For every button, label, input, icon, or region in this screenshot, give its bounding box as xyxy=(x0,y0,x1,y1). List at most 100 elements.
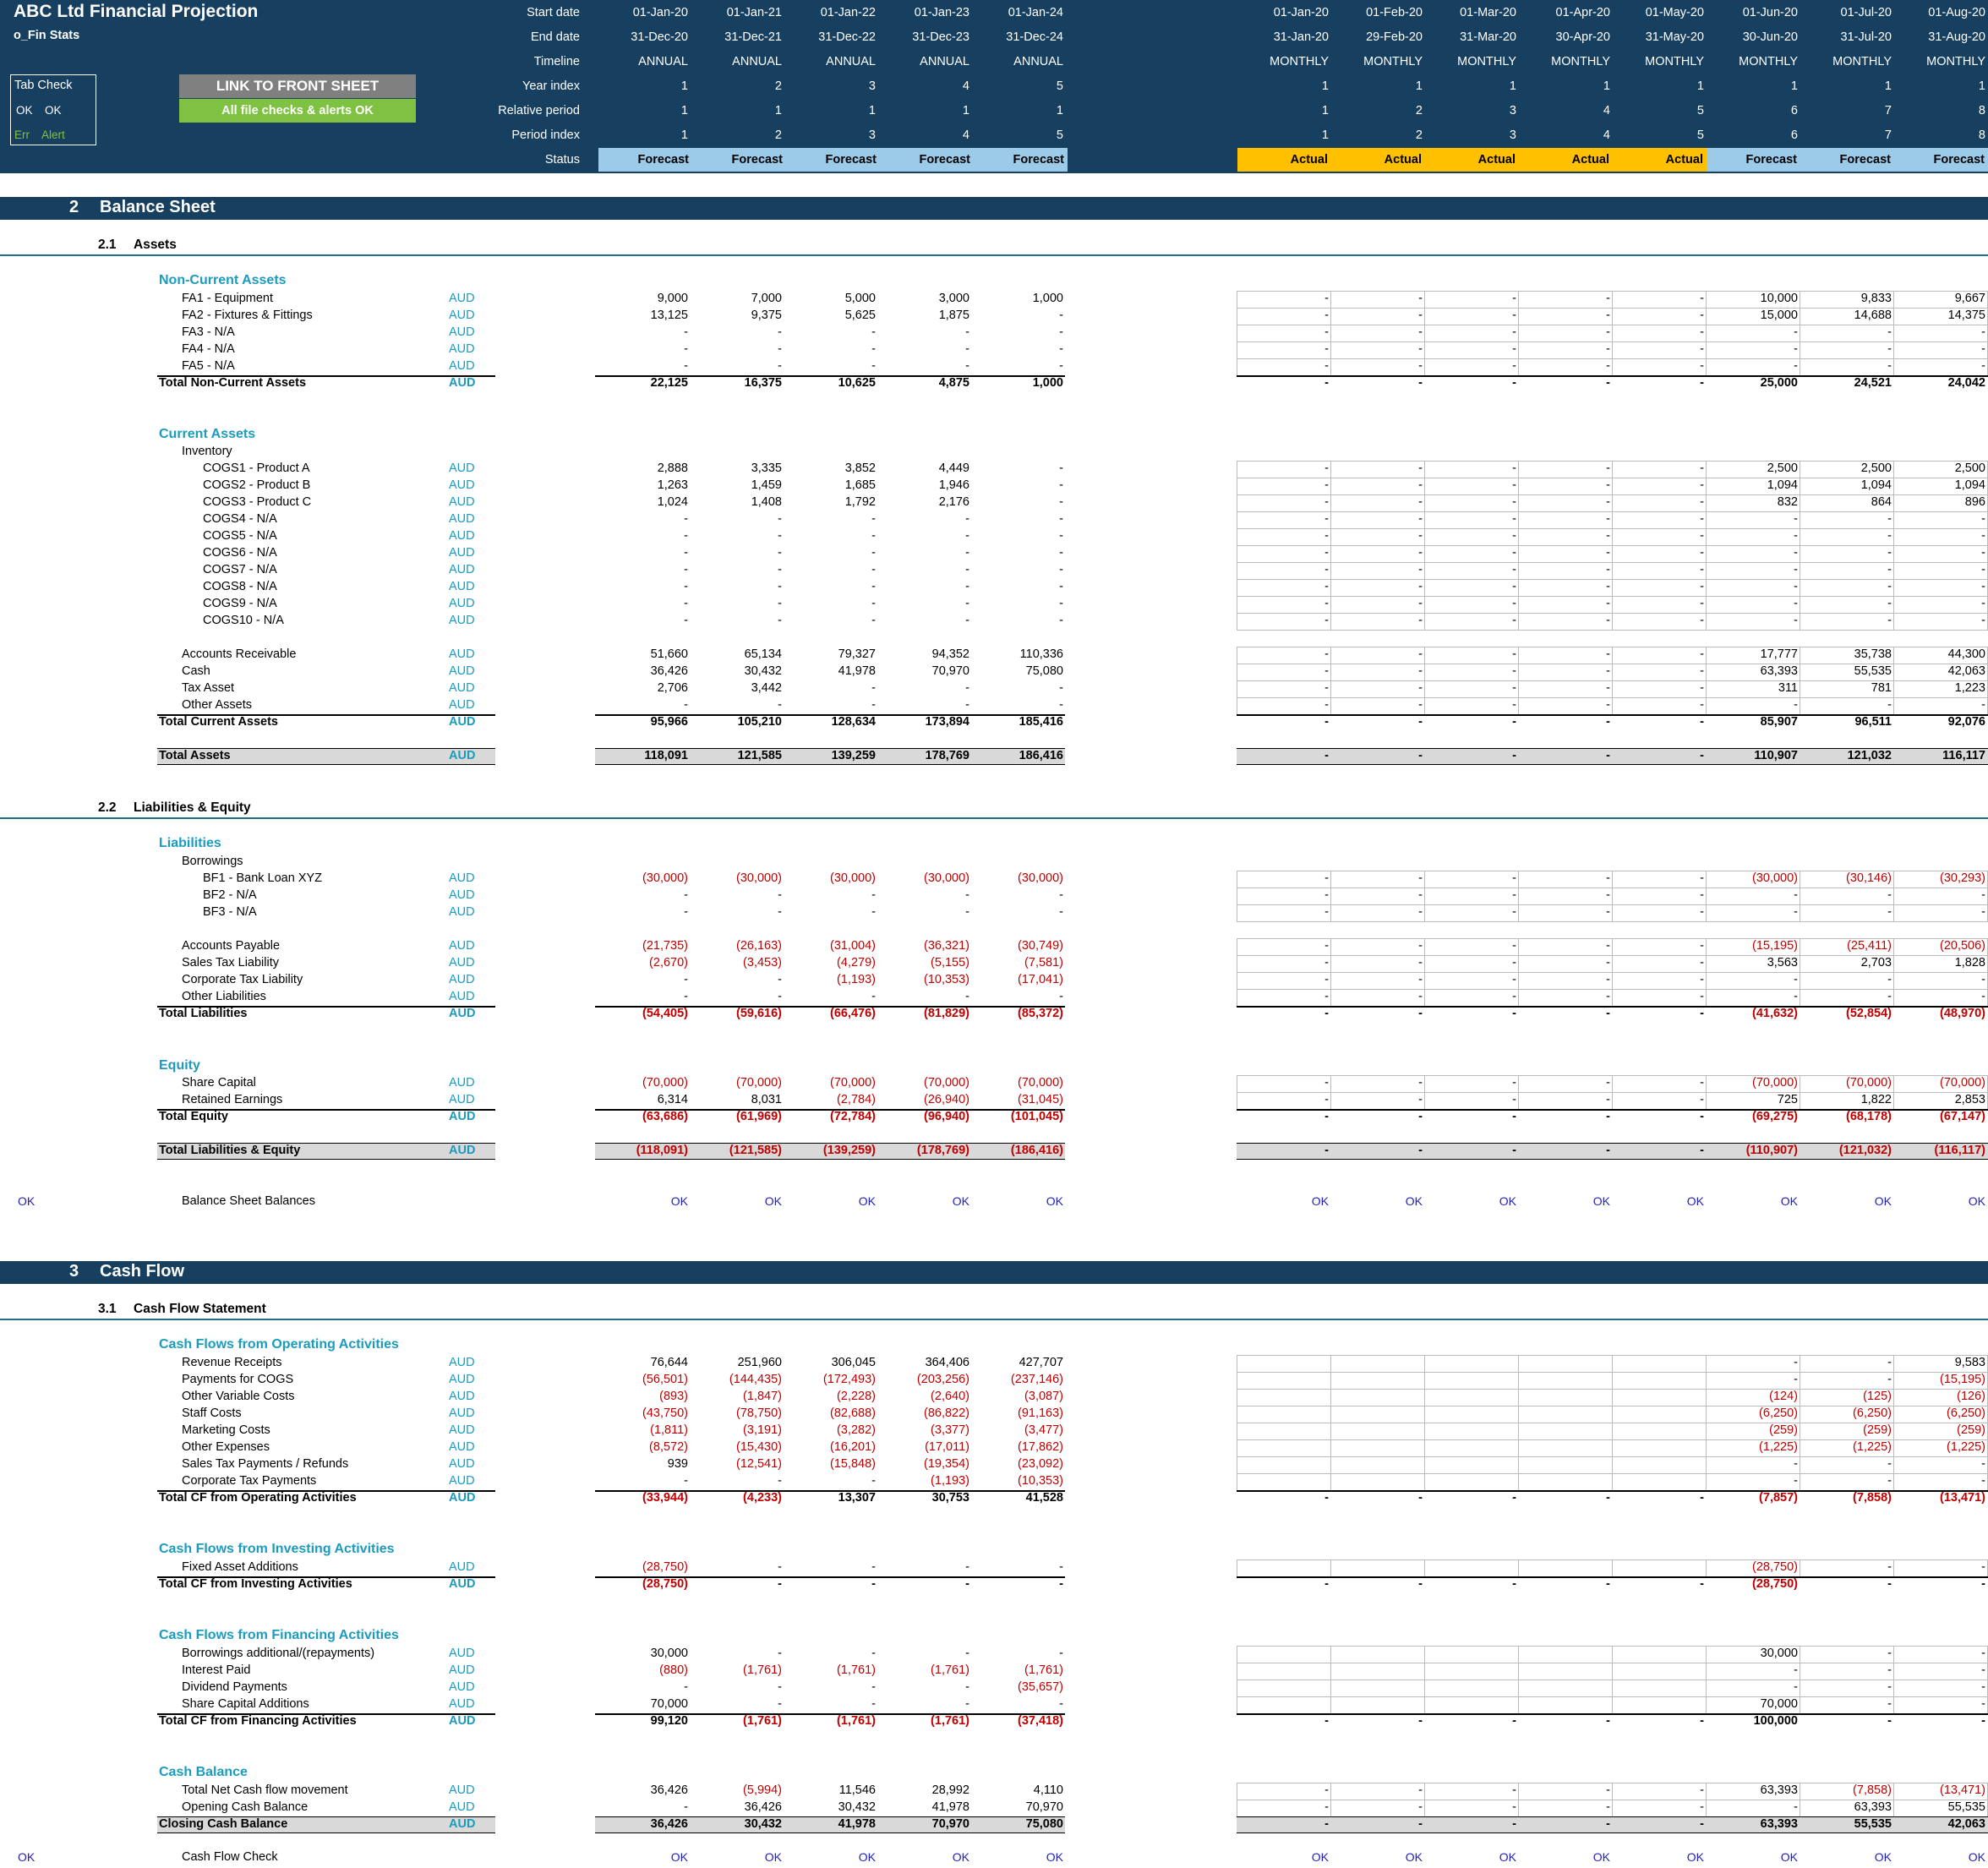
input-cell[interactable] xyxy=(1237,1680,1331,1697)
input-cell[interactable] xyxy=(1237,1646,1331,1663)
input-cell[interactable] xyxy=(1330,1456,1425,1474)
annual-value: - xyxy=(1059,1647,1063,1660)
input-cell[interactable] xyxy=(1612,1439,1707,1457)
input-cell[interactable] xyxy=(1612,1406,1707,1423)
status-actual: Actual xyxy=(1237,148,1331,172)
input-cell[interactable] xyxy=(1424,1439,1519,1457)
input-cell[interactable] xyxy=(1330,1406,1425,1423)
monthly-header-cell: 31-Jul-20 xyxy=(1840,30,1892,44)
input-cell[interactable] xyxy=(1237,1389,1331,1406)
monthly-value: - xyxy=(1981,1474,1985,1488)
input-cell[interactable] xyxy=(1424,1663,1519,1680)
monthly-value: - xyxy=(1418,462,1423,475)
input-cell[interactable] xyxy=(1330,1439,1425,1457)
check-monthly-cell: OK xyxy=(1780,1850,1798,1864)
input-cell[interactable] xyxy=(1612,1680,1707,1697)
monthly-value: - xyxy=(1981,529,1985,543)
input-cell[interactable] xyxy=(1424,1423,1519,1440)
monthly-value: 9,667 xyxy=(1954,292,1985,305)
input-cell[interactable] xyxy=(1518,1473,1613,1491)
input-cell[interactable] xyxy=(1424,1406,1519,1423)
input-cell[interactable] xyxy=(1518,1559,1613,1577)
input-cell[interactable] xyxy=(1518,1406,1613,1423)
input-cell[interactable] xyxy=(1518,1355,1613,1373)
annual-header-cell: 1 xyxy=(774,104,782,117)
input-cell[interactable] xyxy=(1237,1372,1331,1390)
input-cell[interactable] xyxy=(1424,1646,1519,1663)
input-cell[interactable] xyxy=(1424,1456,1519,1474)
input-cell[interactable] xyxy=(1237,1355,1331,1373)
input-cell[interactable] xyxy=(1518,1423,1613,1440)
monthly-value: - xyxy=(1418,990,1423,1003)
input-cell[interactable] xyxy=(1612,1372,1707,1390)
input-cell[interactable] xyxy=(1237,1406,1331,1423)
monthly-header-cell: 01-Apr-20 xyxy=(1555,6,1610,19)
input-cell[interactable] xyxy=(1424,1559,1519,1577)
input-cell[interactable] xyxy=(1518,1439,1613,1457)
annual-value: - xyxy=(965,1680,969,1694)
input-cell[interactable] xyxy=(1612,1473,1707,1491)
input-cell[interactable] xyxy=(1330,1680,1425,1697)
total-rule-label xyxy=(157,1713,495,1715)
input-cell[interactable] xyxy=(1518,1646,1613,1663)
input-cell[interactable] xyxy=(1237,1559,1331,1577)
input-cell[interactable] xyxy=(1330,1423,1425,1440)
input-cell[interactable] xyxy=(1424,1355,1519,1373)
input-cell[interactable] xyxy=(1330,1646,1425,1663)
annual-value: - xyxy=(871,580,876,593)
input-cell[interactable] xyxy=(1237,1456,1331,1474)
monthly-value: - xyxy=(1887,990,1892,1003)
input-cell[interactable] xyxy=(1237,1423,1331,1440)
monthly-value: - xyxy=(1512,512,1516,526)
monthly-value: - xyxy=(1324,973,1329,986)
monthly-value: (52,854) xyxy=(1845,1007,1892,1020)
input-cell[interactable] xyxy=(1424,1372,1519,1390)
unit-label: AUD xyxy=(449,597,475,610)
input-cell[interactable] xyxy=(1612,1423,1707,1440)
monthly-value: - xyxy=(1512,1817,1516,1831)
input-cell[interactable] xyxy=(1612,1559,1707,1577)
input-cell[interactable] xyxy=(1330,1559,1425,1577)
input-cell[interactable] xyxy=(1424,1389,1519,1406)
input-cell[interactable] xyxy=(1612,1456,1707,1474)
input-cell[interactable] xyxy=(1424,1473,1519,1491)
input-cell[interactable] xyxy=(1518,1696,1613,1714)
monthly-value: - xyxy=(1512,359,1516,373)
input-cell[interactable] xyxy=(1518,1389,1613,1406)
input-cell[interactable] xyxy=(1518,1663,1613,1680)
input-cell[interactable] xyxy=(1612,1663,1707,1680)
input-cell[interactable] xyxy=(1330,1372,1425,1390)
input-cell[interactable] xyxy=(1424,1696,1519,1714)
input-cell[interactable] xyxy=(1518,1456,1613,1474)
annual-value: - xyxy=(871,905,876,919)
input-cell[interactable] xyxy=(1424,1680,1519,1697)
input-cell[interactable] xyxy=(1237,1696,1331,1714)
row-label-fa2-fixtures-fittings: FA2 - Fixtures & Fittings xyxy=(182,309,313,322)
input-cell[interactable] xyxy=(1237,1473,1331,1491)
input-cell[interactable] xyxy=(1612,1646,1707,1663)
annual-value: (2,670) xyxy=(649,956,688,970)
input-cell[interactable] xyxy=(1237,1439,1331,1457)
input-cell[interactable] xyxy=(1330,1389,1425,1406)
input-cell[interactable] xyxy=(1518,1680,1613,1697)
input-cell[interactable] xyxy=(1612,1355,1707,1373)
annual-value: (23,092) xyxy=(1017,1457,1063,1471)
input-cell[interactable] xyxy=(1330,1663,1425,1680)
category-non-current-assets: Non-Current Assets xyxy=(159,273,287,287)
input-cell[interactable] xyxy=(1612,1696,1707,1714)
annual-header-cell: 2 xyxy=(774,128,782,142)
input-cell[interactable] xyxy=(1237,1663,1331,1680)
monthly-value: - xyxy=(1324,597,1329,610)
monthly-value: - xyxy=(1606,664,1610,678)
monthly-value: - xyxy=(1887,1577,1892,1591)
link-to-front-sheet-button[interactable]: LINK TO FRONT SHEET xyxy=(179,74,416,98)
monthly-value: (259) xyxy=(1769,1423,1798,1437)
monthly-value: - xyxy=(1418,715,1423,729)
input-cell[interactable] xyxy=(1330,1355,1425,1373)
input-cell[interactable] xyxy=(1612,1389,1707,1406)
monthly-value: - xyxy=(1794,1373,1798,1386)
input-cell[interactable] xyxy=(1330,1473,1425,1491)
annual-value: 13,307 xyxy=(838,1491,876,1505)
input-cell[interactable] xyxy=(1330,1696,1425,1714)
input-cell[interactable] xyxy=(1518,1372,1613,1390)
